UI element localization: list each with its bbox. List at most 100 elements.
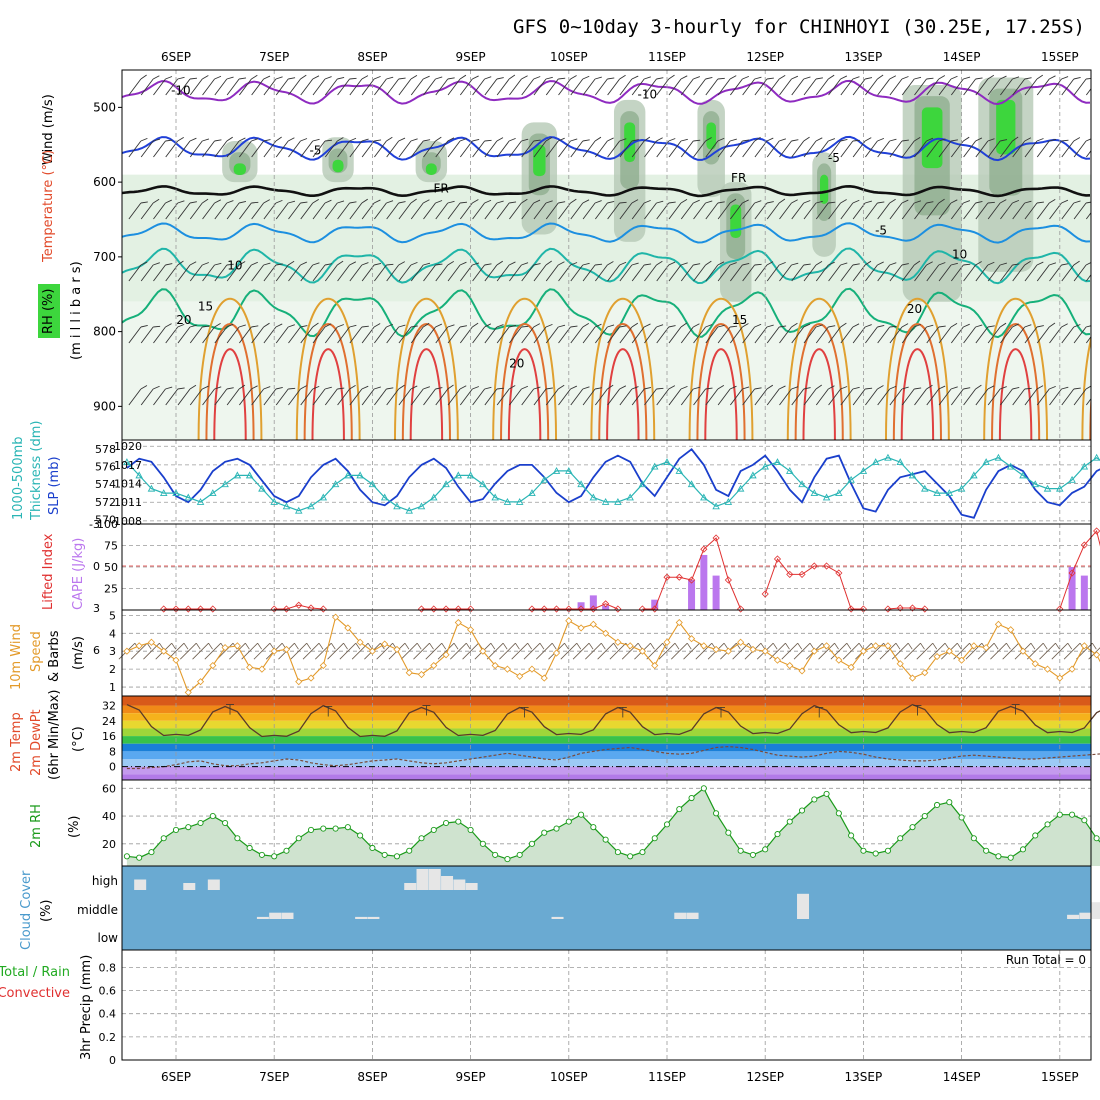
wind-speed-point: [786, 661, 794, 670]
wind-barb-flag: [374, 139, 382, 142]
wind-barb: [324, 326, 338, 344]
wind-barb: [914, 78, 927, 96]
wind-barb-flag: [815, 137, 823, 142]
wind-barb-flag: [779, 138, 786, 142]
wind-barb: [1085, 274, 1091, 282]
wind-barb-10m-flag: [907, 642, 913, 650]
wind-barb-flag: [815, 324, 823, 328]
wind-barb-flag: [435, 76, 443, 80]
rh-point: [418, 835, 425, 842]
wind-barb-flag: [435, 387, 443, 390]
wind-barb: [1073, 202, 1087, 220]
temp-tick: 8: [109, 745, 116, 758]
wind-barb-flag: [729, 138, 737, 142]
wind-barb: [668, 202, 682, 220]
wind-speed-point: [332, 613, 340, 621]
wind-barb-flag: [447, 384, 454, 390]
thickness-point: [307, 502, 315, 510]
wind-barb-flag: [1036, 385, 1044, 390]
thickness-point: [859, 467, 868, 474]
wind-barb: [189, 388, 203, 406]
wind-barb-10m-flag: [1067, 642, 1073, 650]
warm-isotherm: [213, 348, 247, 440]
wind-barb-flag: [324, 76, 332, 80]
li-point: [700, 545, 708, 553]
wind-barb-10m-flag: [245, 642, 250, 650]
wind-barb-flag: [533, 386, 541, 390]
wind-barb-10m-flag: [380, 642, 385, 650]
wind-barb: [349, 264, 363, 282]
wind-barb: [815, 326, 829, 344]
rh-point: [172, 826, 180, 833]
thickness-point: [638, 480, 647, 488]
wind-barb-flag: [140, 137, 148, 142]
chart-title: GFS 0~10day 3-hourly for CHINHOYI (30.25…: [513, 16, 1085, 38]
wind-barb: [1049, 388, 1062, 406]
wind-barb-flag: [300, 201, 308, 204]
wind-barb: [484, 140, 498, 158]
wind-barb: [324, 78, 338, 96]
thickness-point: [896, 458, 904, 466]
wind-barb-flag: [865, 200, 872, 204]
wind-barb: [644, 78, 657, 96]
thickness-point: [405, 506, 413, 514]
cloud-level-label: high: [92, 874, 118, 888]
thickness-point: [172, 489, 180, 497]
thickness-point: [626, 493, 634, 501]
wind-barb: [239, 140, 252, 158]
wind-barb: [509, 78, 522, 96]
temp-band: [122, 774, 1091, 780]
rh-shade-green: [921, 107, 943, 169]
rh-point: [614, 849, 621, 856]
wind-barb-10m-flag: [490, 642, 496, 650]
wind-barb-10m: [916, 642, 934, 660]
li-point: [663, 573, 671, 581]
pressure-tick-label: 500: [93, 100, 116, 114]
wind-barb-flag: [275, 323, 283, 328]
wind-barb-flag: [1061, 139, 1069, 142]
wind-speed-point: [687, 635, 696, 643]
label-wind: Wind (m/s): [41, 94, 56, 165]
wind-barb: [1036, 326, 1050, 344]
wind-barb-flag: [619, 138, 627, 142]
thickness-point: [945, 489, 954, 497]
wind-barb-flag: [582, 75, 590, 80]
wind-barb-flag: [1000, 262, 1008, 266]
wind-barb-flag: [300, 261, 308, 266]
wind-barb-flag: [558, 77, 566, 80]
wind-barb-flag: [459, 201, 468, 204]
wind-barb-10m: [204, 642, 222, 660]
wind-barb: [1085, 398, 1091, 406]
rh-point: [430, 826, 437, 833]
temp-band: [122, 759, 1091, 767]
wind-barb-flag: [815, 77, 823, 80]
wind-barb-flag: [275, 76, 283, 80]
label-temp-unit: (°C): [71, 726, 86, 752]
wind-barb-10m-flag: [429, 642, 434, 650]
wind-barb-10m-flag: [539, 642, 545, 650]
wind-barb-flag: [864, 324, 872, 328]
temp-band: [122, 720, 1091, 729]
rh-point: [1044, 821, 1051, 828]
wind-barb: [730, 326, 743, 344]
wind-barb: [852, 78, 866, 96]
wind-barb-flag: [398, 324, 406, 328]
li-point: [417, 605, 426, 613]
wind-barb-flag: [202, 198, 209, 204]
isotherm-label: 10: [952, 247, 967, 261]
wind-barb: [177, 388, 191, 406]
wind-barb-flag: [202, 138, 210, 142]
wind-barb-flag: [1036, 325, 1044, 328]
wind-barb-flag: [226, 263, 234, 266]
wind-barb-10m-flag: [723, 642, 729, 650]
wind-barb-10m: [400, 642, 418, 660]
wind-barb-10m-flag: [601, 642, 606, 650]
wind-barb: [1024, 78, 1038, 96]
rh-point: [676, 806, 683, 813]
wind-speed-point: [368, 647, 376, 655]
temp-band: [122, 736, 1091, 744]
wind-barb: [926, 140, 940, 158]
wind-barb: [214, 202, 228, 220]
wind-barb-flag: [656, 77, 664, 80]
wind-speed-point: [467, 626, 475, 634]
